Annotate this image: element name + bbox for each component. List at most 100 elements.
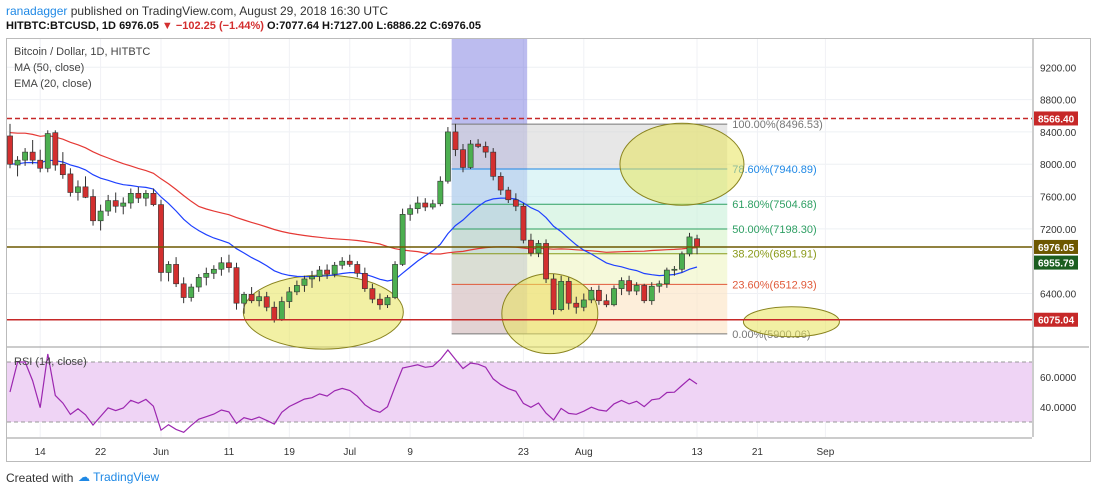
fib-level-label: 61.80%(7504.68) [732, 199, 816, 211]
candle-up [286, 291, 293, 302]
candle-up [648, 285, 655, 302]
candle-up [580, 299, 587, 308]
candle-down [180, 283, 187, 298]
candle-up [97, 210, 104, 222]
candle-up [679, 253, 685, 270]
fib-level-label: 78.60%(7940.89) [732, 164, 816, 176]
candle-down [595, 289, 602, 302]
candle-up [671, 268, 678, 271]
candle-down [482, 146, 489, 153]
candle-down [37, 159, 44, 169]
candle-down [603, 300, 610, 306]
y-tick-label: 8000.00 [1040, 160, 1077, 171]
x-tick-label: 22 [95, 447, 107, 458]
candle-down [520, 205, 527, 241]
candle-up [399, 214, 406, 265]
candle-up [143, 193, 149, 199]
rsi-line [9, 349, 698, 433]
fib-level-label: 38.20%(6891.91) [732, 249, 816, 261]
fib-zone [451, 253, 728, 285]
y-tick-label: 7600.00 [1040, 193, 1077, 204]
legend-rsi[interactable]: RSI (14, close) [14, 356, 87, 368]
legend-ema[interactable]: EMA (20, close) [14, 78, 92, 90]
publish-line: ranadagger published on TradingView.com,… [6, 4, 388, 18]
publish-info: published on TradingView.com, August 29,… [70, 4, 389, 18]
candle-down [90, 196, 96, 222]
candle-down [369, 288, 376, 300]
ma-50-line [9, 132, 698, 255]
fib-level-label: 23.60%(6512.93) [732, 279, 816, 291]
candle-down [173, 264, 179, 285]
x-tick-label: Aug [575, 447, 593, 458]
candle-up [309, 276, 315, 280]
candle-down [248, 293, 255, 302]
tradingview-logo[interactable]: ☁ TradingView [78, 470, 160, 484]
candle-up [384, 297, 391, 306]
candle-down [59, 163, 66, 176]
x-tick-label: Sep [817, 447, 835, 458]
author-link[interactable]: ranadagger [6, 4, 68, 18]
candle-down [573, 302, 580, 308]
ohlc-readout: O:7077.64 H:7127.00 L:6886.22 C:6976.05 [266, 20, 482, 32]
candle-down [150, 193, 157, 205]
x-tick-label: 21 [752, 447, 764, 458]
candle-up [611, 288, 617, 306]
x-tick-label: Jun [153, 447, 169, 458]
x-tick-label: 11 [224, 447, 235, 458]
legend-ma[interactable]: MA (50, close) [14, 62, 85, 74]
created-with: Created with [6, 471, 74, 485]
candle-down [135, 193, 142, 199]
symbol-line: HITBTC:BTCUSD, 1D 6976.05 ▼ −102.25 (−1.… [6, 20, 481, 32]
horizontal-lines: 8566.40 6075.04 6976.05 6955.79 [7, 111, 1078, 327]
x-tick-label: 23 [518, 447, 530, 458]
candle-up [22, 151, 28, 161]
symbol-name: HITBTC:BTCUSD, 1D [6, 20, 116, 32]
candle-up [467, 143, 474, 168]
fib-level-label: 100.00%(8496.53) [732, 119, 823, 131]
candle-up [165, 264, 172, 273]
candle-down [550, 278, 557, 310]
candle-down [29, 151, 36, 161]
candle-down [565, 281, 572, 304]
footer: Created with ☁ TradingView [0, 464, 1093, 493]
candle-up [535, 243, 542, 254]
candle-down [422, 202, 429, 208]
fib-zone [451, 204, 728, 229]
annotations [242, 122, 840, 355]
candle-up [316, 269, 323, 277]
candle-up [429, 203, 436, 208]
candle-down [512, 199, 519, 207]
rsi-tick-label: 40.0000 [1040, 403, 1077, 414]
tradingview-brand: TradingView [93, 470, 160, 484]
candle-down [112, 200, 119, 207]
legend-title: Bitcoin / Dollar, 1D, HITBTC [14, 46, 151, 58]
time-axis: 14 22 Jun 11 19 Jul 9 23 Aug 13 21 Sep [7, 437, 1032, 458]
price-tag [1034, 312, 1078, 327]
last-price: 6976.05 [119, 20, 159, 32]
price-tag-label: 8566.40 [1038, 114, 1075, 125]
candle-up [293, 285, 300, 293]
x-tick-label: 14 [35, 447, 47, 458]
x-tick-label: 19 [284, 447, 296, 458]
highlight-ellipse [242, 274, 404, 350]
candle-up [241, 293, 247, 304]
candle-down [460, 149, 466, 168]
price-tag-label: 6976.05 [1038, 243, 1075, 254]
candle-up [558, 281, 565, 310]
candle-up [127, 193, 134, 204]
y-tick-label: 6400.00 [1040, 289, 1077, 300]
candle-up [120, 202, 127, 207]
candle-down [67, 173, 74, 193]
candle-up [278, 301, 285, 320]
candle-up [75, 186, 81, 193]
candle-down [497, 176, 504, 191]
candle-up [14, 159, 21, 166]
price-axis: 9200.00 8800.00 8400.00 8000.00 7600.00 7200.… [1032, 39, 1077, 437]
candle-up [437, 180, 444, 205]
candle-up [618, 280, 625, 289]
candle-up [392, 264, 398, 298]
candle-up [444, 131, 451, 182]
candle-up [210, 268, 217, 274]
candle-down [346, 260, 353, 265]
